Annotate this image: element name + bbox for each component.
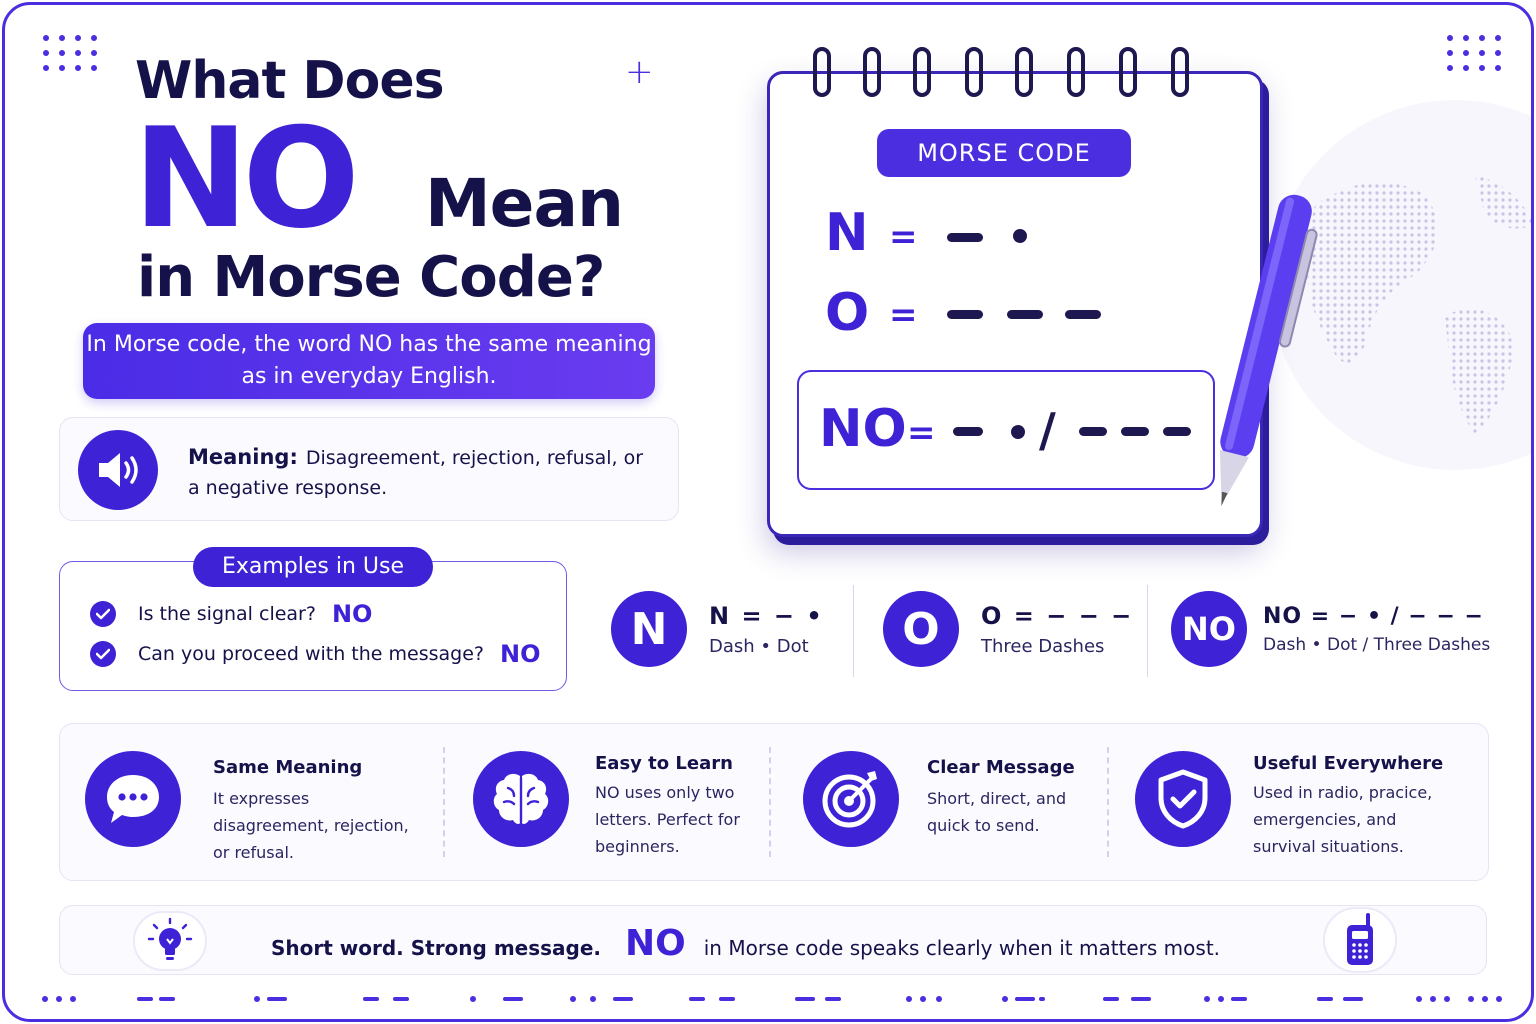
features-card <box>59 723 1489 881</box>
speaker-icon <box>78 430 158 510</box>
spiral-ring <box>813 47 831 97</box>
meaning-text: Meaning: Disagreement, rejection, refusal… <box>188 442 658 503</box>
slash-separator: / <box>1039 403 1056 457</box>
shield-check-icon <box>1135 751 1231 847</box>
morse-dash <box>1065 310 1101 319</box>
spiral-ring <box>1067 47 1085 97</box>
walkie-talkie-icon <box>1323 907 1397 973</box>
code-item-o: O O = − − − Three Dashes <box>883 591 1133 667</box>
code-no-desc: Dash • Dot / Three Dashes <box>1263 634 1491 655</box>
tagline-lead: Short word. Strong message. <box>271 936 601 960</box>
feature-body: Used in radio, pracice, emergencies, and… <box>1253 783 1433 856</box>
spiral-ring <box>913 47 931 97</box>
tagline-tail: in Morse code speaks clearly when it mat… <box>703 936 1221 960</box>
equals-sign: = <box>889 217 918 257</box>
notebook-letter-n: N <box>825 203 869 263</box>
code-n: N = − • <box>709 601 824 630</box>
example-answer: NO <box>331 600 373 628</box>
spiral-ring <box>965 47 983 97</box>
code-item-no: NO NO = − • / − − − Dash • Dot / Three D… <box>1171 591 1490 667</box>
notebook-letter-o: O <box>825 283 870 343</box>
equals-sign: = <box>907 413 936 453</box>
divider <box>769 747 771 857</box>
plus-icon: + <box>625 52 654 92</box>
tagline-no: NO <box>625 923 686 964</box>
divider <box>1147 585 1148 677</box>
target-icon <box>803 751 899 847</box>
tagline-banner <box>59 905 1487 975</box>
badge-no: NO <box>1171 591 1247 667</box>
morse-dash <box>1121 427 1149 436</box>
morse-dash <box>947 310 983 319</box>
divider <box>853 585 854 677</box>
title-line2: Mean <box>425 165 624 242</box>
meaning-card: Meaning: Disagreement, rejection, refusal… <box>59 417 679 521</box>
spiral-ring <box>1171 47 1189 97</box>
dot-grid-decoration <box>43 35 98 71</box>
check-circle-icon <box>90 601 116 627</box>
title-line1: What Does <box>135 51 445 111</box>
globe-decoration <box>1270 100 1531 470</box>
code-item-n: N N = − • Dash • Dot <box>611 591 824 667</box>
feature-body: NO uses only two letters. Perfect for be… <box>595 783 740 856</box>
code-no: NO = − • / − − − <box>1263 603 1484 629</box>
morse-dash <box>1079 427 1107 436</box>
spiral-ring <box>863 47 881 97</box>
title-no-word: NO <box>133 98 360 259</box>
tagline: Short word. Strong message. NO in Morse … <box>271 923 1220 964</box>
examples-heading: Examples in Use <box>193 547 433 587</box>
example-item: Can you proceed with the message? NO <box>90 640 541 668</box>
example-answer: NO <box>500 640 541 668</box>
morse-dash <box>1007 310 1043 319</box>
feature-title: Clear Message <box>927 757 1075 778</box>
morse-dash <box>1163 427 1191 436</box>
morse-dash <box>953 427 983 436</box>
speech-bubble-icon <box>85 751 181 847</box>
code-o: O = − − − <box>981 601 1134 630</box>
example-item: Is the signal clear? NO <box>90 600 372 628</box>
spiral-ring <box>1119 47 1137 97</box>
brain-icon <box>473 751 569 847</box>
feature-title: Same Meaning <box>213 757 363 778</box>
badge-n: N <box>611 591 687 667</box>
badge-o: O <box>883 591 959 667</box>
feature-body: Short, direct, and quick to send. <box>927 789 1067 835</box>
code-o-desc: Three Dashes <box>981 635 1105 657</box>
notebook-result-word: NO <box>819 399 907 459</box>
morse-dot <box>1013 229 1027 243</box>
divider <box>443 747 445 857</box>
lightbulb-icon <box>133 911 207 971</box>
morse-dash <box>947 233 983 242</box>
intro-banner: In Morse code, the word NO has the same … <box>83 323 655 399</box>
divider <box>1107 747 1109 857</box>
morse-code-header: MORSE CODE <box>877 129 1131 177</box>
morse-footer-decoration <box>42 996 1502 1002</box>
example-question: Is the signal clear? <box>138 603 316 625</box>
meaning-body: Disagreement, rejection, refusal, or a n… <box>188 447 644 499</box>
feature-title: Easy to Learn <box>595 753 733 774</box>
equals-sign: = <box>889 295 918 335</box>
meaning-label: Meaning: <box>188 445 298 469</box>
code-n-desc: Dash • Dot <box>709 635 809 657</box>
example-question: Can you proceed with the message? <box>138 643 484 665</box>
feature-body: It expresses disagreement, rejection, or… <box>213 789 409 862</box>
morse-dot <box>1011 425 1025 439</box>
pen-illustration <box>1219 194 1318 507</box>
feature-title: Useful Everywhere <box>1253 753 1444 774</box>
check-circle-icon <box>90 641 116 667</box>
dot-grid-decoration <box>1447 35 1502 71</box>
title-line3: in Morse Code? <box>137 245 605 310</box>
spiral-ring <box>1015 47 1033 97</box>
